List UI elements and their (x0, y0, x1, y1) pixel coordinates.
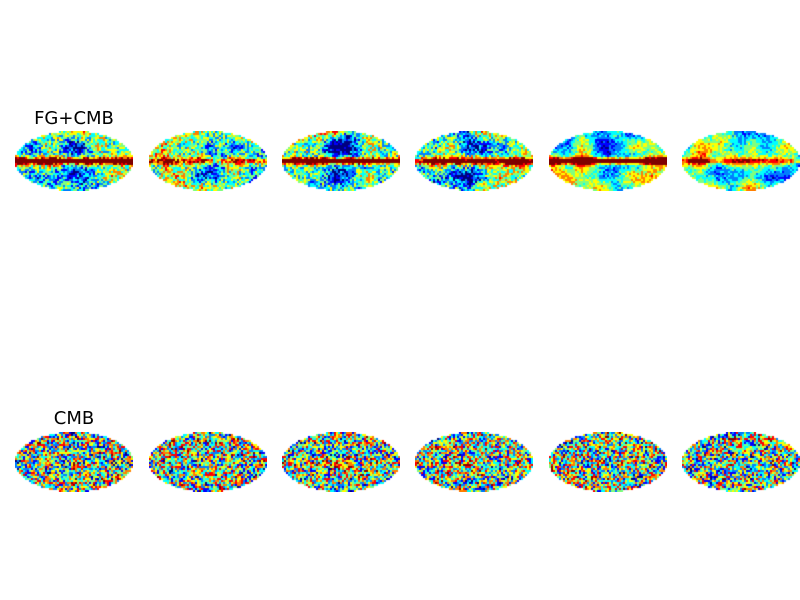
row-title-cmb: CMB (53, 408, 95, 429)
cmb-map-1 (15, 432, 133, 492)
fg-cmb-map-5 (549, 131, 667, 191)
fg-cmb-map-3 (282, 131, 400, 191)
fg-cmb-map-2 (149, 131, 267, 191)
cmb-map-3 (282, 432, 400, 492)
cmb-map-5 (549, 432, 667, 492)
cmb-map-4 (415, 432, 533, 492)
cmb-map-6 (682, 432, 800, 492)
fg-cmb-map-4 (415, 131, 533, 191)
fg-cmb-map-6 (682, 131, 800, 191)
row-title-fg-cmb: FG+CMB (34, 108, 114, 129)
cmb-map-2 (149, 432, 267, 492)
fg-cmb-map-1 (15, 131, 133, 191)
